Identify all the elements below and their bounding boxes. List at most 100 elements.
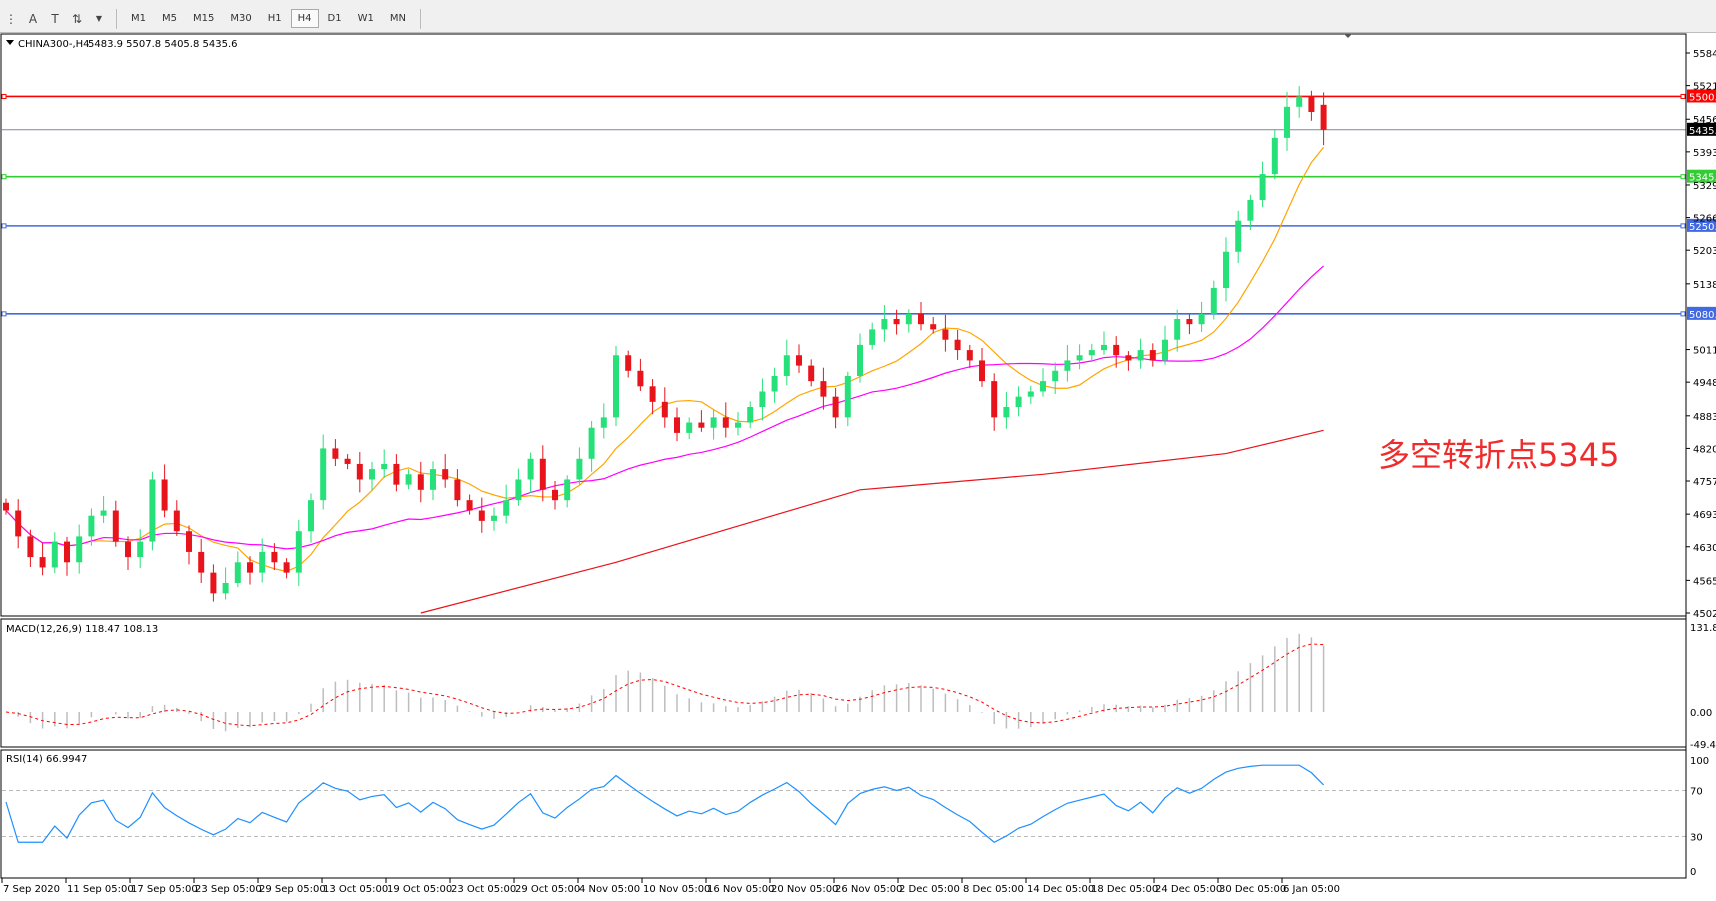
timeframe-mn[interactable]: MN [389,13,406,24]
candle [27,536,34,558]
candle [857,344,863,376]
candle [393,463,400,485]
level-handle-icon[interactable] [1,174,7,180]
toolbar-divider [116,8,117,29]
time-tick-label: 24 Dec 05:00 [1155,884,1222,895]
candle [149,479,156,542]
candle [552,489,558,501]
line-studies-icon[interactable]: ⋮ [5,11,17,26]
timeframe-d1[interactable]: D1 [327,13,342,24]
candle [869,329,876,345]
candle [881,319,888,330]
candle [1320,104,1327,130]
level-handle-icon[interactable] [1,311,7,317]
time-tick-label: 2 Dec 05:00 [899,884,960,895]
candle [1015,396,1022,408]
toolbar-divider [419,8,421,29]
candle [442,469,449,480]
price-tick-label: 4502. [1693,609,1716,620]
candle [710,417,717,428]
arrows-icon[interactable]: ⇅ [71,11,83,26]
candle [186,531,192,552]
candle [954,339,961,351]
candle [466,500,473,511]
time-tick-label: 8 Dec 05:00 [963,884,1024,895]
candle [637,370,644,387]
rsi-line [5,764,1325,843]
rsi-panel-frame [0,749,1687,879]
candle [1040,381,1046,392]
level-handle-icon[interactable] [1680,93,1686,99]
price-tick-label: 4630. [1693,543,1716,554]
macd-tick-label: -49.48 [1690,740,1716,751]
text-icon[interactable]: A [28,11,38,26]
timeframe-m30[interactable]: M30 [230,13,252,24]
candle [344,458,351,464]
dropdown-arrow-icon[interactable]: ▼ [95,14,103,23]
candle [430,469,436,490]
main-panel-frame [0,33,1687,617]
candle [600,417,607,428]
time-tick-label: 14 Dec 05:00 [1027,884,1094,895]
chart-shift-marker-icon[interactable] [1344,34,1352,38]
macd-tick-label: 0.00 [1690,708,1712,719]
candle [613,355,619,418]
price-tick-label: 5011. [1693,346,1716,357]
candle [137,541,144,558]
rsi-label: RSI(14) 66.9947 [6,754,87,765]
collapse-triangle-icon[interactable] [6,40,14,45]
candle [844,375,851,418]
level-handle-icon[interactable] [1,223,7,229]
level-handle-icon[interactable] [1680,223,1686,229]
candle [356,463,363,480]
level-handle-icon[interactable] [1,93,7,99]
price-tick-label: 4883. [1693,412,1716,423]
candle [686,422,693,433]
time-tick-label: 30 Dec 05:00 [1219,884,1286,895]
candle [295,531,302,573]
level-handle-icon[interactable] [1680,311,1686,317]
candle [1149,350,1156,361]
pivot-annotation: 多空转折点5345 [1378,436,1620,474]
candle [808,365,815,382]
timeframe-m5[interactable]: M5 [162,13,177,24]
timeframe-h4[interactable]: H4 [290,9,319,28]
level-price-tag [1687,89,1716,103]
candle [161,479,168,511]
timeframe-w1[interactable]: W1 [357,13,374,24]
timeframe-m15[interactable]: M15 [193,13,215,24]
level-handle-icon[interactable] [1680,174,1686,180]
candle [893,319,900,325]
candle [1027,391,1034,397]
level-price-tag [1687,122,1716,136]
macd-tick-label: 131.83 [1690,623,1716,634]
macd-signal-line [5,643,1324,727]
time-tick-label: 23 Oct 05:00 [451,884,516,895]
candle [1088,350,1095,356]
candle [1174,319,1181,340]
timeframe-m1[interactable]: M1 [131,13,146,24]
candle [1003,407,1010,418]
candle [722,417,729,428]
time-tick-label: 23 Sep 05:00 [195,884,262,895]
candle [832,396,839,418]
candle [259,551,266,573]
candle [1271,137,1278,175]
candle [125,541,131,558]
time-tick-label: 29 Sep 05:00 [259,884,326,895]
level-price-label: 5500. [1689,92,1716,103]
candle [796,355,802,366]
candle [1308,96,1315,113]
candle [332,448,339,459]
time-tick-label: 6 Jan 05:00 [1283,884,1340,895]
timeframe-h1[interactable]: H1 [267,13,282,24]
candle [503,500,510,516]
candle [1064,360,1071,371]
price-tick-label: 5138. [1693,280,1716,291]
text-label-icon[interactable]: T [51,11,59,26]
candle [1186,319,1193,325]
rsi-tick-label: 70 [1690,787,1703,798]
candle [491,515,497,521]
candle [222,582,229,594]
